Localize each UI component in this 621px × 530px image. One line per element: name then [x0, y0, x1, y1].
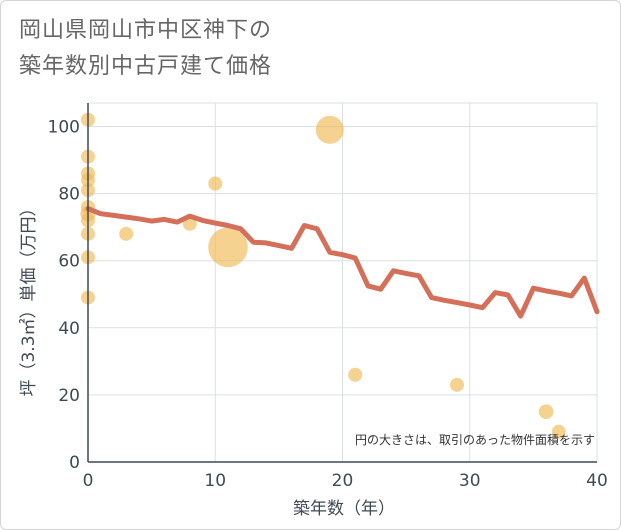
y-tick-label: 100 [48, 117, 80, 137]
bubble-point [208, 176, 223, 191]
title-line-2: 築年数別中古戸建て価格 [19, 54, 273, 79]
y-tick-label: 80 [58, 185, 80, 205]
bubble-point [348, 367, 363, 382]
y-tick-label: 0 [69, 453, 80, 473]
bubbles [80, 112, 566, 439]
bubble-point [551, 424, 566, 439]
x-tick-label: 10 [204, 471, 226, 491]
x-tick-label: 40 [586, 471, 608, 491]
y-tick-label: 40 [58, 319, 80, 339]
grid-lines [87, 102, 598, 463]
bubble-size-note: 円の大きさは、取引のあった物件面積を示す [355, 432, 595, 447]
title-line-1: 岡山県岡山市中区神下の [19, 18, 273, 43]
bubble-point [208, 227, 248, 268]
y-tick-label: 20 [58, 386, 80, 406]
y-axis-title: 坪（3.3㎡）単価（万円） [19, 199, 39, 396]
bubble-point [119, 226, 134, 241]
bubble-point [315, 115, 344, 144]
x-tick-label: 0 [83, 471, 94, 491]
chart-title: 岡山県岡山市中区神下の 築年数別中古戸建て価格 [19, 13, 272, 85]
trend-line [85, 206, 600, 319]
x-tick-label: 20 [332, 471, 354, 491]
axes: 0 10 20 30 40 0 20 40 60 80 100 [48, 103, 608, 491]
y-tick-label: 60 [58, 252, 80, 272]
bubble-point [450, 377, 465, 392]
x-axis-title: 築年数（年） [293, 499, 395, 519]
bubble-point [538, 404, 554, 420]
x-tick-label: 30 [459, 471, 481, 491]
trend-line-group [85, 206, 600, 319]
